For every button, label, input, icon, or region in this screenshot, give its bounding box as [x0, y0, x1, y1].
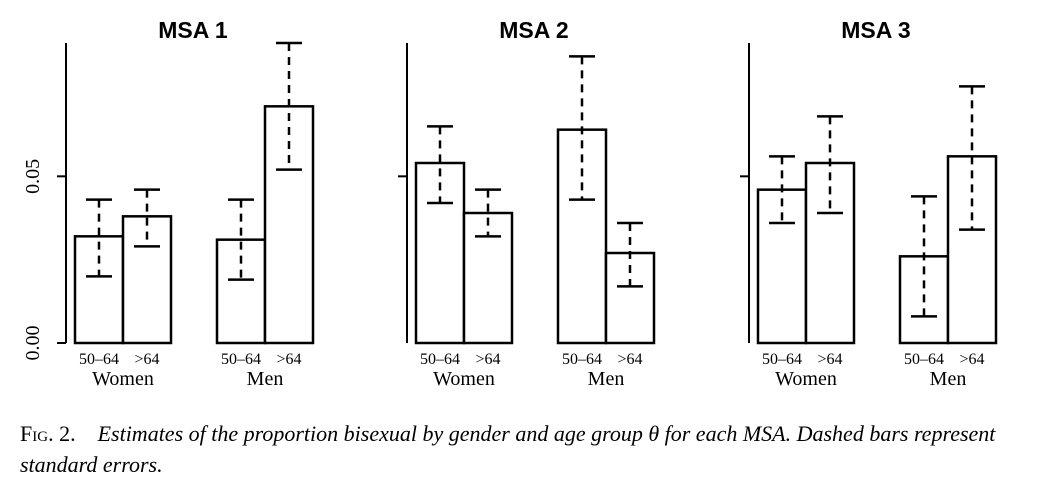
category-label: 50–64	[904, 351, 944, 368]
group-label: Men	[588, 368, 625, 390]
category-label: >64	[475, 351, 500, 368]
bar-women-50-64	[73, 235, 125, 345]
group-label: Women	[92, 368, 154, 390]
category-label: 50–64	[762, 351, 802, 368]
panel-title: MSA 1	[158, 17, 228, 43]
figure-label: Fig. 2.	[20, 421, 76, 446]
category-label: 50–64	[562, 351, 602, 368]
panel-title: MSA 2	[499, 17, 568, 43]
group-label: Women	[775, 368, 837, 390]
bar-men-50-64	[215, 238, 267, 345]
panel-title: MSA 3	[841, 17, 910, 43]
bar-women-50-64	[414, 161, 466, 345]
category-label: >64	[276, 351, 301, 368]
category-label: >64	[817, 351, 842, 368]
figure-caption-text: Estimates of the proportion bisexual by …	[20, 421, 996, 477]
category-label: >64	[134, 351, 159, 368]
category-label: >64	[617, 351, 642, 368]
category-label: 50–64	[221, 351, 261, 368]
bar-men-gt64	[946, 155, 998, 345]
group-label: Women	[433, 368, 495, 390]
group-label: Men	[247, 368, 284, 390]
group-label: Men	[930, 368, 967, 390]
figure-caption: Fig. 2. Estimates of the proportion bise…	[20, 418, 1020, 480]
y-tick-label: 0.05	[22, 159, 44, 194]
category-label: 50–64	[420, 351, 460, 368]
category-label: 50–64	[79, 351, 119, 368]
category-label: >64	[959, 351, 984, 368]
y-tick-label: 0.00	[22, 326, 44, 361]
